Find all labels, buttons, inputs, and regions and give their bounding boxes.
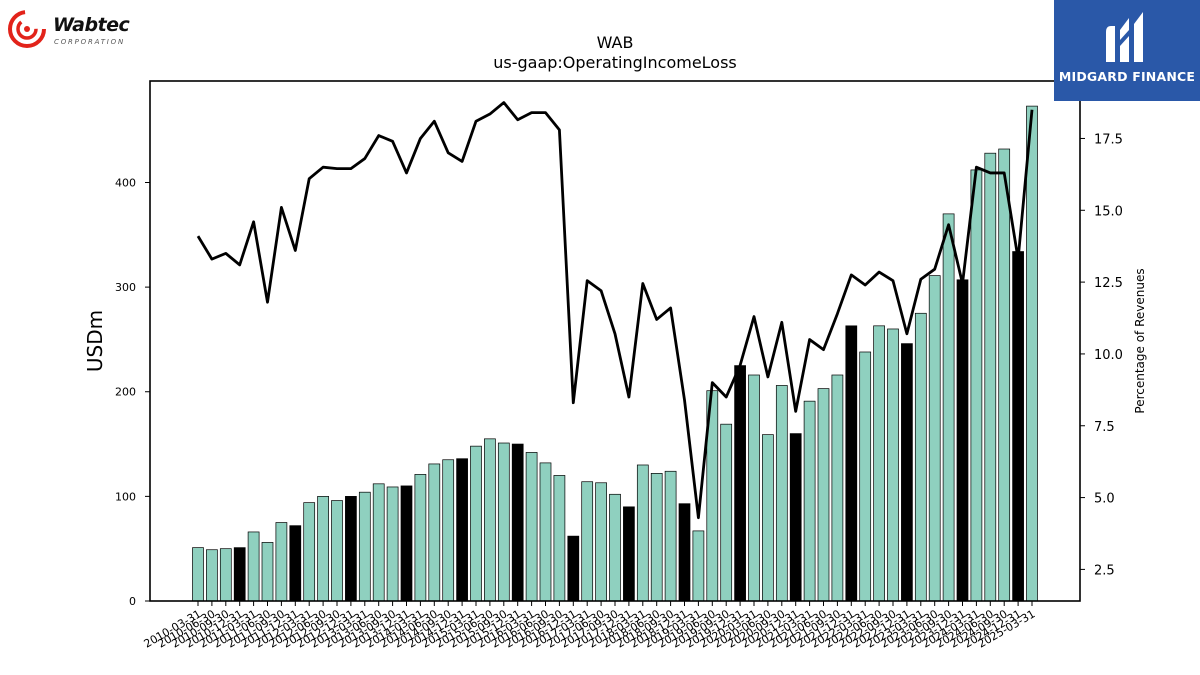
- y2-tick-label: 15.0: [1094, 204, 1123, 219]
- bar-2011-09-30: [275, 522, 288, 602]
- bar-2023-09-30: [942, 213, 955, 602]
- y-tick-label: 0: [129, 595, 136, 608]
- bar-2015-03-31: [470, 445, 482, 602]
- wabtec-logo: Wabtec CORPORATION: [6, 6, 146, 52]
- bar-2013-09-30: [386, 486, 399, 602]
- bar-2023-12-31: [956, 279, 969, 602]
- y-tick-label: 400: [115, 176, 136, 189]
- bar-2024-03-31: [970, 169, 983, 602]
- bar-2024-06-30: [984, 152, 997, 602]
- bar-2019-03-31: [692, 530, 705, 602]
- bar-2017-12-31: [623, 506, 635, 602]
- bars-layer: [192, 105, 1038, 602]
- bar-2010-03-31: [192, 547, 204, 602]
- bar-2017-09-30: [609, 493, 621, 602]
- bar-2020-03-31: [748, 374, 760, 602]
- bar-2019-12-31: [734, 365, 746, 602]
- bar-2022-09-30: [887, 328, 899, 602]
- bar-2023-06-30: [928, 275, 941, 602]
- bar-2010-09-30: [219, 548, 232, 602]
- wabtec-wordmark: Wabtec: [53, 14, 130, 36]
- bar-2016-12-31: [567, 535, 580, 602]
- bar-2018-09-30: [664, 470, 677, 602]
- bar-2013-06-30: [372, 483, 385, 602]
- bar-2018-03-31: [636, 464, 649, 602]
- line-layer: [196, 101, 1034, 520]
- wabtec-swirl-icon: [8, 10, 46, 48]
- bar-2021-06-30: [817, 388, 830, 602]
- y2-axis-label: Percentage of Revenues: [1133, 268, 1147, 413]
- bar-2010-06-30: [206, 549, 218, 602]
- bar-2019-09-30: [720, 423, 733, 602]
- bar-2014-09-30: [442, 459, 455, 602]
- bar-2020-06-30: [762, 434, 774, 602]
- percentage-line: [196, 101, 1034, 520]
- bar-2021-12-31: [845, 325, 858, 602]
- y2-tick-label: 12.5: [1094, 276, 1123, 291]
- bar-2012-03-31: [303, 502, 316, 602]
- chart-subtitle: us-gaap:OperatingIncomeLoss: [493, 53, 737, 72]
- bar-2014-12-31: [456, 458, 468, 602]
- bar-2020-12-31: [789, 433, 802, 602]
- y-tick-label: 300: [115, 281, 136, 294]
- bar-2024-09-30: [998, 148, 1011, 602]
- bar-2017-06-30: [595, 482, 607, 602]
- y-tick-label: 100: [115, 490, 136, 503]
- y-axis-left: 0 100 200 300 400: [115, 176, 150, 608]
- bar-2016-09-30: [553, 475, 566, 602]
- bar-2023-03-31: [914, 312, 927, 602]
- bar-2017-03-31: [581, 481, 594, 602]
- y2-tick-label: 7.5: [1094, 420, 1115, 435]
- midgard-wordmark: MIDGARD FINANCE: [1058, 69, 1196, 84]
- y-axis-right: 2.5 5.0 7.5 10.0 12.5 15.0 17.5: [1080, 132, 1123, 578]
- bar-2025-03-31: [1026, 105, 1038, 602]
- bar-2013-12-31: [400, 485, 413, 602]
- bar-2020-09-30: [775, 385, 788, 602]
- bar-2014-06-30: [428, 463, 441, 602]
- bar-2022-06-30: [873, 325, 885, 602]
- y2-tick-label: 17.5: [1094, 132, 1123, 147]
- y-tick-label: 200: [115, 386, 136, 399]
- bar-2012-09-30: [331, 500, 343, 602]
- bar-2022-03-31: [859, 351, 872, 602]
- chart-title: WAB: [597, 33, 634, 52]
- bar-2013-03-31: [358, 491, 371, 602]
- bar-2015-12-31: [511, 443, 524, 602]
- bar-2018-12-31: [678, 503, 691, 602]
- wabtec-subtitle: CORPORATION: [54, 38, 126, 46]
- bar-2012-06-30: [317, 496, 329, 602]
- bar-2015-06-30: [484, 438, 496, 602]
- bar-2022-12-31: [901, 343, 913, 602]
- bar-2024-12-31: [1012, 251, 1024, 602]
- bar-2016-06-30: [539, 462, 552, 602]
- midgard-mark-icon: [1106, 12, 1143, 62]
- bar-2010-12-31: [233, 547, 246, 602]
- bar-2011-12-31: [289, 525, 302, 602]
- x-axis: 2010-03-312010-06-302010-09-302010-12-31…: [142, 601, 1038, 651]
- y2-tick-label: 10.0: [1094, 348, 1123, 363]
- y2-tick-label: 5.0: [1094, 492, 1115, 507]
- midgard-logo: MIDGARD FINANCE: [1054, 0, 1200, 101]
- bar-2011-03-31: [247, 531, 260, 602]
- bar-2016-03-31: [525, 452, 538, 602]
- bar-2011-06-30: [261, 542, 274, 602]
- bar-2021-09-30: [831, 374, 844, 602]
- bar-2014-03-31: [414, 474, 427, 602]
- bar-2015-09-30: [497, 442, 510, 602]
- y2-tick-label: 2.5: [1094, 563, 1115, 578]
- bar-2021-03-31: [803, 400, 816, 602]
- bar-2012-12-31: [345, 496, 357, 602]
- bar-2018-06-30: [650, 473, 663, 602]
- y-axis-label: USDm: [83, 310, 107, 372]
